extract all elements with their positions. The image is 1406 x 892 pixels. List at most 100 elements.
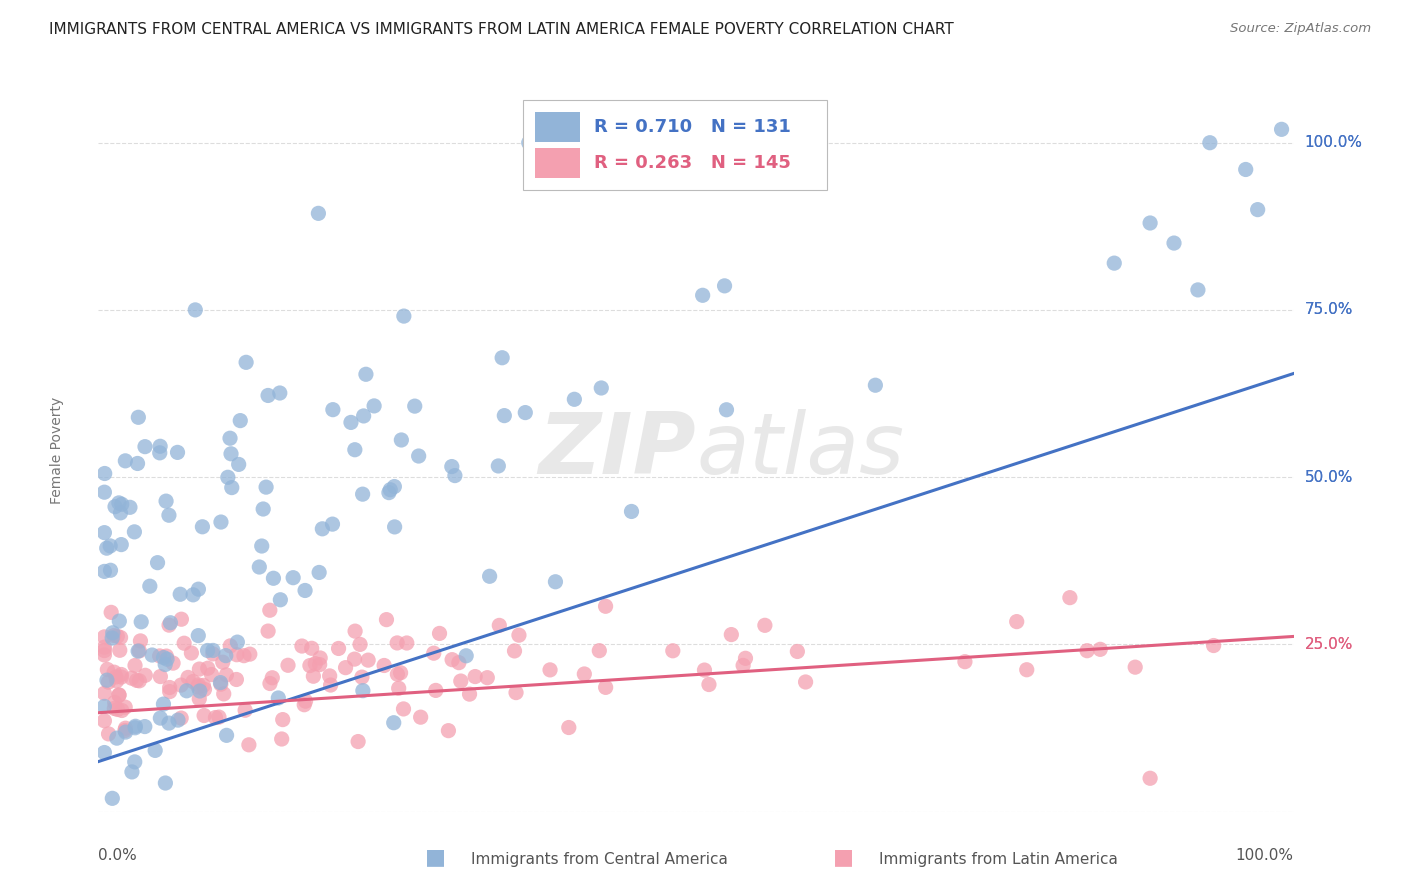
Point	[93, 630, 115, 644]
Text: 25.0%: 25.0%	[1305, 637, 1353, 652]
Point	[201, 647, 224, 661]
Point	[121, 764, 143, 779]
Point	[93, 525, 115, 540]
Point	[357, 653, 380, 667]
Point	[124, 658, 146, 673]
Point	[716, 402, 738, 417]
Point	[191, 520, 214, 534]
Point	[104, 696, 127, 710]
Point	[595, 599, 617, 614]
Point	[108, 688, 131, 702]
Point	[187, 680, 209, 694]
Point	[105, 670, 128, 684]
Point	[96, 541, 118, 556]
Point	[188, 684, 211, 698]
Point	[247, 560, 270, 574]
Point	[304, 657, 326, 671]
Point	[114, 723, 136, 738]
Point	[149, 439, 172, 453]
Point	[100, 606, 122, 620]
Point	[127, 410, 149, 425]
Point	[734, 651, 756, 665]
Point	[93, 746, 115, 760]
Text: Female Poverty: Female Poverty	[49, 397, 63, 504]
Point	[128, 673, 150, 688]
Point	[93, 467, 115, 481]
Point	[456, 648, 478, 663]
Point	[155, 649, 177, 664]
Point	[343, 442, 366, 457]
Point	[225, 648, 247, 662]
Point	[340, 416, 363, 430]
Text: 50.0%: 50.0%	[1305, 470, 1353, 484]
Point	[108, 643, 131, 657]
Point	[155, 494, 177, 508]
Point	[226, 635, 249, 649]
Point	[444, 468, 467, 483]
Point	[1187, 283, 1209, 297]
Point	[363, 399, 385, 413]
Point	[208, 710, 231, 724]
Point	[259, 676, 281, 690]
Point	[97, 727, 120, 741]
Point	[129, 615, 152, 629]
Point	[111, 704, 134, 718]
Point	[307, 206, 329, 220]
Point	[193, 678, 215, 692]
Point	[564, 392, 586, 407]
Point	[97, 675, 120, 690]
Point	[93, 648, 115, 662]
Point	[187, 678, 209, 692]
Text: ■: ■	[834, 847, 853, 867]
Text: 50.0%: 50.0%	[1305, 470, 1353, 484]
Point	[229, 414, 252, 428]
Point	[281, 571, 304, 585]
Point	[124, 719, 146, 733]
Point	[1139, 771, 1161, 786]
Point	[302, 669, 325, 683]
Point	[458, 687, 481, 701]
Point	[259, 603, 281, 617]
Point	[104, 500, 127, 514]
Point	[382, 479, 405, 493]
Point	[157, 508, 180, 523]
Point	[239, 647, 262, 661]
Point	[152, 697, 174, 711]
Point	[252, 502, 274, 516]
Point	[267, 691, 290, 706]
Point	[221, 481, 243, 495]
Point	[308, 566, 330, 580]
Point	[96, 663, 118, 677]
Point	[384, 520, 406, 534]
Point	[344, 624, 367, 639]
Point	[1271, 122, 1294, 136]
Point	[93, 485, 115, 500]
Point	[250, 539, 273, 553]
Point	[380, 483, 402, 497]
Point	[125, 673, 148, 688]
Point	[347, 734, 370, 748]
Point	[262, 571, 284, 585]
Point	[110, 506, 132, 520]
Point	[193, 708, 215, 723]
Text: 100.0%: 100.0%	[1236, 847, 1294, 863]
Point	[309, 651, 332, 665]
Text: ZIP: ZIP	[538, 409, 696, 492]
Text: atlas: atlas	[696, 409, 904, 492]
Point	[233, 703, 256, 717]
Point	[754, 618, 776, 632]
Point	[1246, 202, 1268, 217]
Point	[169, 587, 191, 601]
Point	[335, 660, 357, 674]
Point	[201, 643, 224, 657]
FancyBboxPatch shape	[534, 148, 581, 178]
Point	[385, 636, 408, 650]
Point	[505, 685, 527, 699]
Point	[254, 480, 277, 494]
Point	[328, 641, 350, 656]
Point	[228, 458, 250, 472]
Point	[127, 457, 149, 471]
Point	[262, 671, 284, 685]
Point	[662, 644, 685, 658]
Point	[269, 592, 291, 607]
